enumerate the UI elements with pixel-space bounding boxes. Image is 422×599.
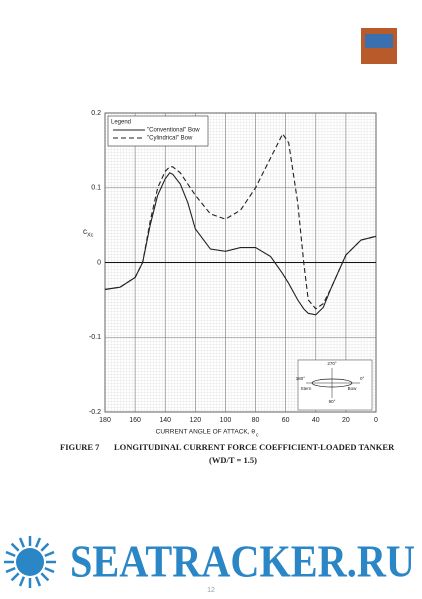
sun-ray bbox=[34, 576, 42, 587]
y-tick-label: 0.1 bbox=[91, 185, 101, 192]
sun-ray bbox=[18, 537, 26, 548]
diagram-label: 0° bbox=[360, 376, 365, 381]
x-tick-label: 60 bbox=[282, 417, 290, 424]
diagram-label: 90° bbox=[329, 399, 336, 404]
y-axis-label-sub: Xc bbox=[87, 232, 94, 238]
sun-ray bbox=[5, 566, 16, 574]
y-tick-label: 0 bbox=[97, 259, 101, 266]
x-tick-label: 80 bbox=[252, 417, 260, 424]
series-line bbox=[104, 172, 377, 316]
diagram-label: Stern bbox=[301, 386, 312, 391]
diagram-label: 270° bbox=[327, 361, 337, 366]
x-tick-label: 140 bbox=[159, 417, 171, 424]
caption-figure: FIGURE 7 bbox=[60, 442, 100, 452]
sun-ray bbox=[34, 537, 42, 548]
page-number: 12 bbox=[207, 587, 215, 594]
x-tick-label: 0 bbox=[374, 417, 378, 424]
watermark-sun bbox=[4, 536, 56, 588]
sun-ray bbox=[44, 550, 55, 558]
chart: 180 160 140 120 100 80 60 40 20 0 -0.2 -0.1 0 0.1 0.2 c… bbox=[83, 110, 378, 438]
x-axis-label: CURRENT ANGLE OF ATTACK, θ bbox=[156, 429, 256, 436]
watermark: SEATRACKER.RU bbox=[70, 536, 415, 587]
thumbnail-detail bbox=[365, 34, 393, 48]
x-tick-label: 40 bbox=[312, 417, 320, 424]
series-line bbox=[104, 132, 377, 310]
sun-ray bbox=[40, 572, 50, 582]
legend-label: "Cylindrical" Bow bbox=[147, 136, 193, 142]
diagram-label: Bow bbox=[348, 386, 358, 391]
diagram-label: 180° bbox=[296, 376, 306, 381]
caption-title: LONGITUDINAL CURRENT FORCE COEFFICIENT-L… bbox=[114, 442, 395, 452]
y-tick-label: -0.2 bbox=[89, 409, 101, 416]
y-tick-label: -0.1 bbox=[89, 334, 101, 341]
y-axis-label: c bbox=[83, 227, 87, 236]
legend-box bbox=[107, 115, 209, 147]
inset-diagram bbox=[297, 359, 373, 411]
x-tick-label: 120 bbox=[189, 417, 201, 424]
sun-ray bbox=[10, 572, 20, 582]
x-tick-label: 160 bbox=[129, 417, 141, 424]
caption-subtitle: (WD/T = 1.5) bbox=[209, 455, 257, 465]
x-tick-label: 180 bbox=[99, 417, 111, 424]
y-tick-label: 0.2 bbox=[91, 110, 101, 117]
legend-label: "Conventional" Bow bbox=[147, 128, 200, 134]
sun-ray bbox=[18, 576, 26, 587]
sun-ray bbox=[10, 542, 20, 552]
x-tick-label: 20 bbox=[342, 417, 350, 424]
sun-ray bbox=[5, 550, 16, 558]
x-tick-label: 100 bbox=[220, 417, 232, 424]
legend-title: Legend bbox=[111, 120, 131, 126]
sun-ray bbox=[40, 542, 50, 552]
x-axis-label-sub: c bbox=[256, 432, 259, 438]
sun-ray bbox=[44, 566, 55, 574]
